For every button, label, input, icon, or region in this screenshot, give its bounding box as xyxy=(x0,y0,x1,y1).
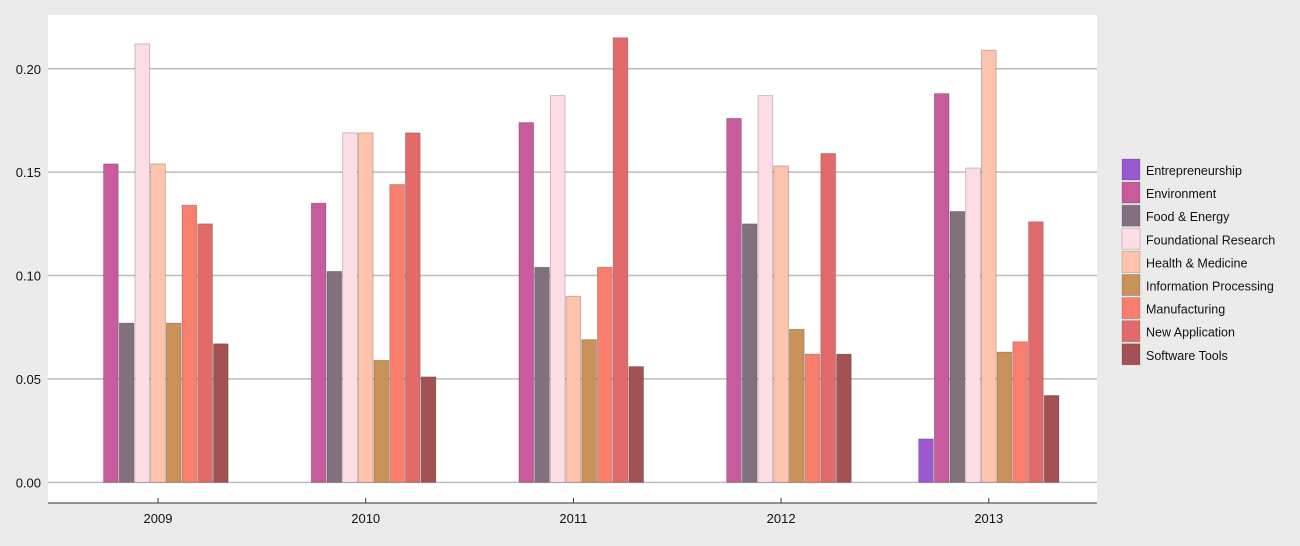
legend-swatch xyxy=(1121,274,1141,296)
bar-information-processing-2009 xyxy=(165,322,182,483)
bar-food-energy-2012 xyxy=(741,223,758,483)
legend-label: Entrepreneurship xyxy=(1146,164,1242,178)
bar-food-energy-2013 xyxy=(949,211,966,483)
x-tick-label: 2011 xyxy=(559,511,587,526)
bar-environment-2011 xyxy=(518,122,535,483)
bar-foundational-research-2011 xyxy=(549,95,566,483)
x-axis-ticks: 2009 2010 2011 2012 2013 xyxy=(144,498,1003,526)
y-tick-label: 0.00 xyxy=(16,475,41,490)
legend-swatch xyxy=(1121,227,1141,250)
bar-software-tools-2013 xyxy=(1043,395,1060,483)
bar-foundational-research-2010 xyxy=(342,132,358,483)
bar-software-tools-2009 xyxy=(213,343,229,483)
bar-food-energy-2011 xyxy=(534,266,550,483)
legend-swatch xyxy=(1121,320,1141,343)
bar-manufacturing-2010 xyxy=(389,184,405,483)
bar-software-tools-2012 xyxy=(836,353,852,483)
legend-label: Health & Medicine xyxy=(1146,256,1247,270)
bar-manufacturing-2009 xyxy=(181,204,198,483)
legend-label: Manufacturing xyxy=(1146,303,1225,317)
bar-foundational-research-2013 xyxy=(965,167,981,483)
bar-new-application-2012 xyxy=(820,153,836,483)
bar-foundational-research-2009 xyxy=(134,43,151,483)
bar-new-application-2013 xyxy=(1028,221,1044,483)
bar-foundational-research-2012 xyxy=(757,95,774,483)
legend-label: Information Processing xyxy=(1146,280,1274,294)
y-tick-label: 0.05 xyxy=(16,372,41,387)
legend-swatch xyxy=(1121,181,1141,204)
bar-new-application-2011 xyxy=(612,37,629,483)
bar-manufacturing-2013 xyxy=(1012,341,1028,483)
bar-information-processing-2011 xyxy=(581,339,597,483)
bar-environment-2012 xyxy=(726,117,742,483)
legend-label: Foundational Research xyxy=(1146,233,1275,247)
bar-environment-2013 xyxy=(933,93,950,483)
bar-health-medicine-2010 xyxy=(357,132,374,483)
bar-information-processing-2010 xyxy=(373,359,390,483)
bar-environment-2010 xyxy=(310,202,327,483)
bars xyxy=(103,37,1060,483)
bar-health-medicine-2012 xyxy=(773,165,789,483)
bar-information-processing-2013 xyxy=(996,351,1013,483)
legend-swatch xyxy=(1121,297,1141,320)
x-tick-label: 2013 xyxy=(974,511,1003,526)
bar-manufacturing-2012 xyxy=(804,353,821,483)
legend-swatch xyxy=(1121,204,1141,227)
bar-information-processing-2012 xyxy=(789,328,805,483)
legend-swatch xyxy=(1121,343,1141,366)
bar-food-energy-2009 xyxy=(118,322,135,483)
x-tick-label: 2012 xyxy=(767,511,796,526)
y-axis-ticks: 0.00 0.05 0.10 0.15 0.20 xyxy=(16,62,41,491)
x-tick-label: 2009 xyxy=(144,511,173,526)
bar-environment-2009 xyxy=(103,163,119,483)
bar-health-medicine-2011 xyxy=(565,295,582,483)
bar-software-tools-2010 xyxy=(420,376,437,483)
legend-label: Environment xyxy=(1146,187,1217,201)
x-tick-label: 2010 xyxy=(351,511,380,526)
y-tick-label: 0.15 xyxy=(16,165,41,180)
legend-label: New Application xyxy=(1146,326,1235,340)
bar-health-medicine-2013 xyxy=(981,49,997,483)
y-tick-label: 0.10 xyxy=(16,269,41,284)
legend: Entrepreneurship Environment Food & Energy… xyxy=(1121,158,1275,366)
y-tick-label: 0.20 xyxy=(16,62,41,77)
legend-label: Food & Energy xyxy=(1146,210,1230,224)
bar-new-application-2009 xyxy=(197,223,213,483)
bar-entrepreneurship-2013 xyxy=(918,438,934,483)
legend-swatch xyxy=(1121,250,1141,273)
bar-manufacturing-2011 xyxy=(597,266,613,483)
legend-label: Software Tools xyxy=(1146,349,1228,363)
legend-swatch xyxy=(1121,158,1141,181)
bar-health-medicine-2009 xyxy=(150,163,166,483)
bar-new-application-2010 xyxy=(405,132,421,483)
bar-software-tools-2011 xyxy=(628,366,644,483)
bar-food-energy-2010 xyxy=(326,271,343,483)
